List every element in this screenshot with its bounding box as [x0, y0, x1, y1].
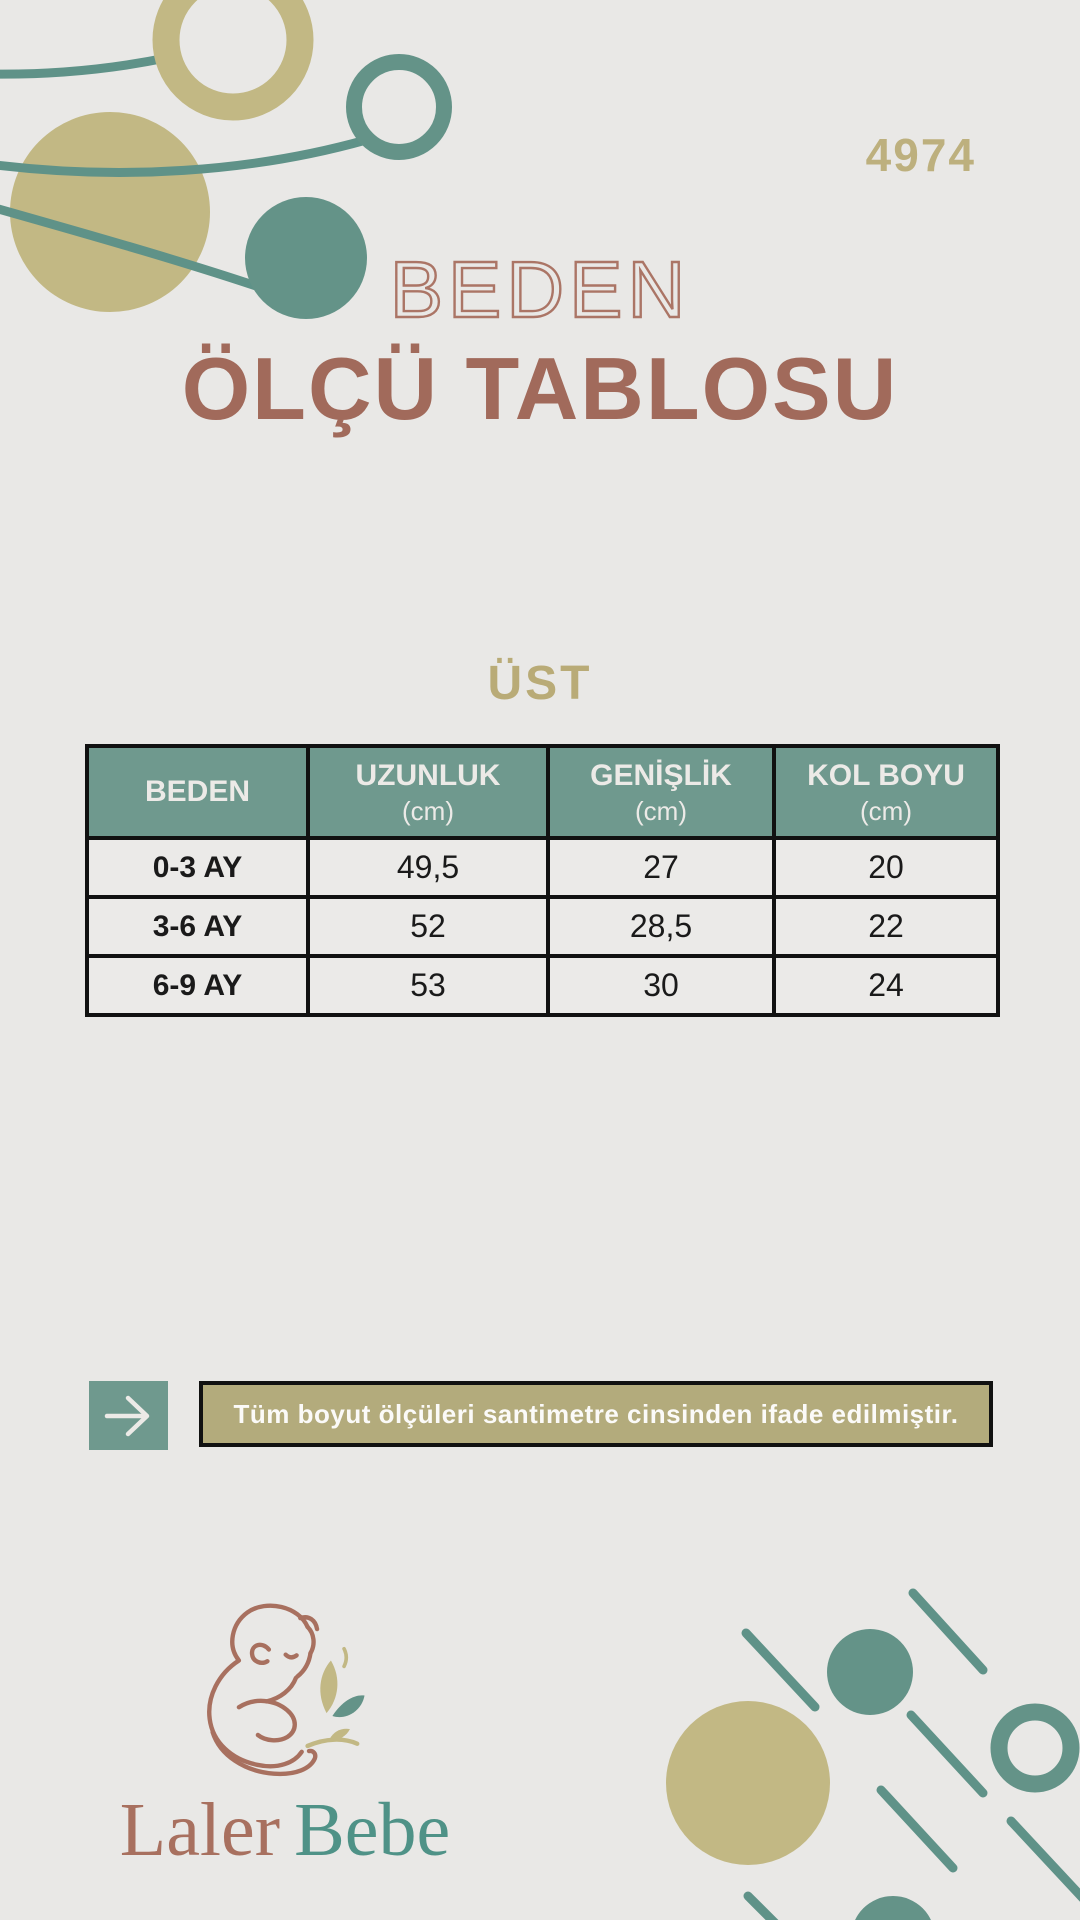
leaves-illustration — [305, 1646, 365, 1749]
page-title-line2: ÖLÇÜ TABLOSU — [181, 339, 899, 438]
baby-head-body-line — [207, 1603, 310, 1769]
cell-uzunluk: 53 — [306, 954, 550, 1017]
decor-diagonal-4 — [876, 1785, 958, 1873]
cell-genislik: 27 — [546, 836, 776, 899]
baby-hair-curl-2 — [298, 1615, 320, 1632]
tan-flick — [342, 1646, 349, 1669]
baby-ear — [249, 1642, 272, 1665]
tan-leaf — [320, 1660, 338, 1714]
table-header-row: BEDEN UZUNLUK (cm) GENİŞLİK (cm) KOL BOY… — [85, 744, 1000, 840]
decor-tan-ring — [152, 0, 314, 121]
baby-face-profile — [295, 1650, 313, 1679]
decor-teal-ring-bottom — [990, 1703, 1080, 1793]
decor-diagonal-6 — [743, 1891, 779, 1920]
decor-curve-line-2 — [0, 135, 371, 177]
brand-word-laler: Laler — [119, 1788, 281, 1872]
top-left-decoration — [0, 0, 452, 319]
note-text: Tüm boyut ölçüleri santimetre cinsinden … — [233, 1398, 959, 1429]
cell-size: 6-9 AY — [85, 954, 310, 1017]
cell-genislik: 30 — [546, 954, 776, 1017]
decor-teal-ring — [346, 54, 452, 160]
right-arrow-icon — [104, 1395, 149, 1436]
col-header-genislik: GENİŞLİK (cm) — [546, 744, 776, 840]
teal-leaf — [332, 1695, 365, 1718]
decor-curve-line-3 — [0, 204, 267, 293]
decor-teal-circle — [245, 197, 367, 319]
cell-kol-boyu: 24 — [772, 954, 1000, 1017]
tan-stem — [305, 1737, 360, 1749]
cell-size: 0-3 AY — [85, 836, 310, 899]
note-bar: Tüm boyut ölçüleri santimetre cinsinden … — [199, 1381, 993, 1447]
cell-genislik: 28,5 — [546, 895, 776, 958]
decor-diagonal-2 — [908, 1588, 988, 1675]
cell-uzunluk: 49,5 — [306, 836, 550, 899]
cell-kol-boyu: 20 — [772, 836, 1000, 899]
baby-leg — [236, 1698, 297, 1743]
tan-stem-leaf — [329, 1728, 350, 1740]
baby-bottom-swoosh — [210, 1729, 318, 1777]
col-header-beden: BEDEN — [85, 744, 310, 840]
decor-diagonal-1 — [741, 1628, 820, 1712]
baby-arm — [264, 1675, 299, 1704]
brand-word-bebe: Bebe — [294, 1788, 451, 1872]
bottom-right-decoration — [666, 1588, 1080, 1920]
page-title-line1: BEDEN — [388, 245, 691, 334]
table-row: 6-9 AY 53 30 24 — [85, 954, 1000, 1017]
decor-tan-circle-bottom — [666, 1701, 830, 1865]
product-code: 4974 — [865, 129, 976, 181]
baby-hair-curl — [305, 1624, 316, 1656]
brand-name: Laler Bebe — [20, 1792, 550, 1868]
cell-size: 3-6 AY — [85, 895, 310, 958]
table-row: 3-6 AY 52 28,5 22 — [85, 895, 1000, 958]
decor-diagonal-5 — [1006, 1816, 1080, 1902]
baby-illustration — [207, 1603, 365, 1777]
decor-curve-line-1 — [0, 53, 171, 79]
col-header-kol-boyu: KOL BOYU (cm) — [772, 744, 1000, 840]
decor-teal-circle-small — [827, 1629, 913, 1715]
note-arrow-box — [89, 1381, 168, 1450]
size-table: BEDEN UZUNLUK (cm) GENİŞLİK (cm) KOL BOY… — [85, 744, 1000, 1017]
baby-eye — [283, 1652, 299, 1660]
decor-tan-circle-large — [10, 112, 210, 312]
cell-uzunluk: 52 — [306, 895, 550, 958]
decor-teal-circle-clipped — [855, 1896, 931, 1920]
col-header-uzunluk: UZUNLUK (cm) — [306, 744, 550, 840]
decor-diagonal-3 — [906, 1710, 988, 1798]
section-label-ust: ÜST — [487, 657, 593, 710]
table-row: 0-3 AY 49,5 27 20 — [85, 836, 1000, 899]
cell-kol-boyu: 22 — [772, 895, 1000, 958]
